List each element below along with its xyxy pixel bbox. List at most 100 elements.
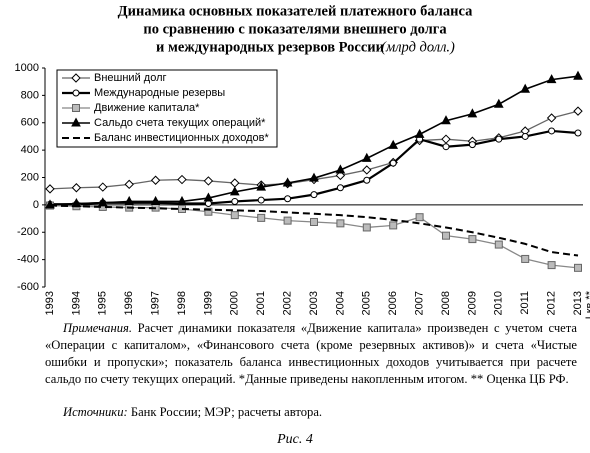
marker [71, 183, 82, 193]
x-tick-label: 2006 [387, 291, 399, 315]
legend-label: Международные резервы [94, 87, 225, 99]
marker [494, 240, 503, 249]
x-tick-label: 1997 [150, 291, 162, 315]
marker [230, 178, 240, 188]
marker [441, 134, 451, 144]
legend-label: Баланс инвестиционных доходов* [94, 132, 269, 144]
x-tick-label: 2012 [546, 291, 558, 315]
y-tick-label: 0 [33, 199, 39, 211]
marker [363, 176, 371, 184]
x-tick-label: 2000 [229, 291, 241, 315]
y-tick-label: -600 [17, 281, 39, 293]
marker [98, 182, 108, 192]
notes-label: Примечания. [63, 321, 133, 335]
legend-marker [71, 73, 81, 83]
marker [284, 195, 292, 203]
x-tick-label: 2001 [255, 291, 267, 315]
marker [336, 184, 344, 192]
marker [362, 165, 372, 175]
marker [547, 261, 556, 270]
x-tick-label: 2005 [361, 291, 373, 315]
chart-unit: (млрд долл.) [381, 39, 455, 55]
marker [310, 217, 318, 226]
chart-title: и международных резервов России [156, 39, 384, 55]
notes: Примечания. Расчет динамики показателя «… [45, 320, 577, 388]
caption: Рис. 4 [277, 432, 313, 447]
marker [388, 139, 399, 149]
x-tick-label: 1998 [176, 291, 188, 315]
marker [442, 231, 450, 240]
marker [124, 195, 135, 205]
y-tick-label: 1000 [15, 62, 39, 74]
marker [521, 132, 529, 140]
marker [467, 108, 478, 118]
sources: Источники: Банк России; МЭР; расчеты авт… [45, 405, 577, 420]
x-tick-label: 2010 [493, 291, 505, 315]
legend-marker [71, 117, 81, 127]
marker [574, 129, 582, 137]
legend-label: Внешний долг [94, 72, 167, 84]
sources-text: Банк России; МЭР; расчеты автора. [130, 405, 323, 419]
marker [335, 164, 346, 174]
x-tick-note: I кв.** [584, 290, 590, 319]
marker [203, 192, 214, 202]
x-tick-label: 1995 [97, 291, 109, 315]
marker [546, 113, 557, 123]
marker [231, 197, 239, 205]
marker [495, 135, 503, 143]
marker [573, 70, 583, 80]
notes-text: Расчет динамики показателя «Движение кап… [45, 321, 577, 386]
chart: Динамика основных показателей платежного… [15, 3, 590, 319]
marker [546, 74, 557, 84]
marker [257, 213, 266, 222]
x-tick-label: 2009 [466, 291, 478, 315]
marker [309, 172, 319, 182]
marker [442, 143, 450, 151]
x-tick-label: 2002 [282, 291, 294, 315]
marker [257, 196, 265, 204]
x-tick-label: 2003 [308, 291, 320, 315]
marker [229, 186, 240, 196]
marker [493, 98, 504, 108]
marker [573, 106, 583, 116]
legend-marker [72, 89, 80, 97]
y-tick-label: 800 [21, 89, 39, 101]
marker [177, 174, 187, 185]
x-tick-label: 1993 [44, 291, 56, 315]
marker [203, 176, 214, 186]
marker [389, 159, 397, 167]
marker [361, 152, 372, 162]
x-tick-label: 1994 [70, 291, 82, 315]
sources-label: Источники: [63, 405, 128, 419]
x-tick-label: 1996 [123, 291, 135, 315]
legend-marker [72, 104, 80, 112]
marker [282, 177, 293, 187]
x-tick-label: 2004 [334, 291, 346, 315]
legend-label: Движение капитала* [94, 102, 200, 114]
series-line [49, 204, 579, 269]
marker [150, 195, 161, 205]
marker [362, 223, 371, 232]
marker [548, 127, 556, 135]
x-tick-label: 2011 [519, 291, 531, 315]
x-tick-label: 2013 [572, 291, 584, 315]
marker [45, 184, 55, 194]
y-tick-label: -400 [17, 254, 39, 266]
marker [310, 191, 318, 199]
marker [389, 221, 398, 230]
y-tick-label: 200 [21, 171, 39, 183]
marker [414, 128, 425, 138]
marker [468, 141, 476, 149]
x-tick-label: 1999 [202, 291, 214, 315]
x-tick-label: 2008 [440, 291, 452, 315]
marker [468, 235, 477, 244]
marker [336, 219, 345, 228]
marker [204, 207, 213, 216]
marker [520, 83, 531, 93]
x-tick-label: 2007 [414, 291, 426, 315]
marker [150, 175, 161, 185]
y-tick-label: 400 [21, 144, 39, 156]
marker [124, 179, 134, 190]
marker [230, 211, 239, 220]
